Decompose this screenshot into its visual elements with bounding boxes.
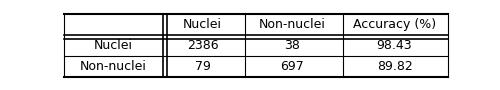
Text: 89.82: 89.82 — [376, 60, 412, 73]
Text: 2386: 2386 — [187, 39, 218, 52]
Text: Nuclei: Nuclei — [94, 39, 133, 52]
Text: 38: 38 — [284, 39, 300, 52]
Text: Accuracy (%): Accuracy (%) — [353, 18, 436, 31]
Text: 79: 79 — [195, 60, 210, 73]
Text: 98.43: 98.43 — [376, 39, 412, 52]
Text: Non-nuclei: Non-nuclei — [80, 60, 147, 73]
Text: 697: 697 — [280, 60, 304, 73]
Text: Nuclei: Nuclei — [183, 18, 222, 31]
Text: Non-nuclei: Non-nuclei — [258, 18, 326, 31]
